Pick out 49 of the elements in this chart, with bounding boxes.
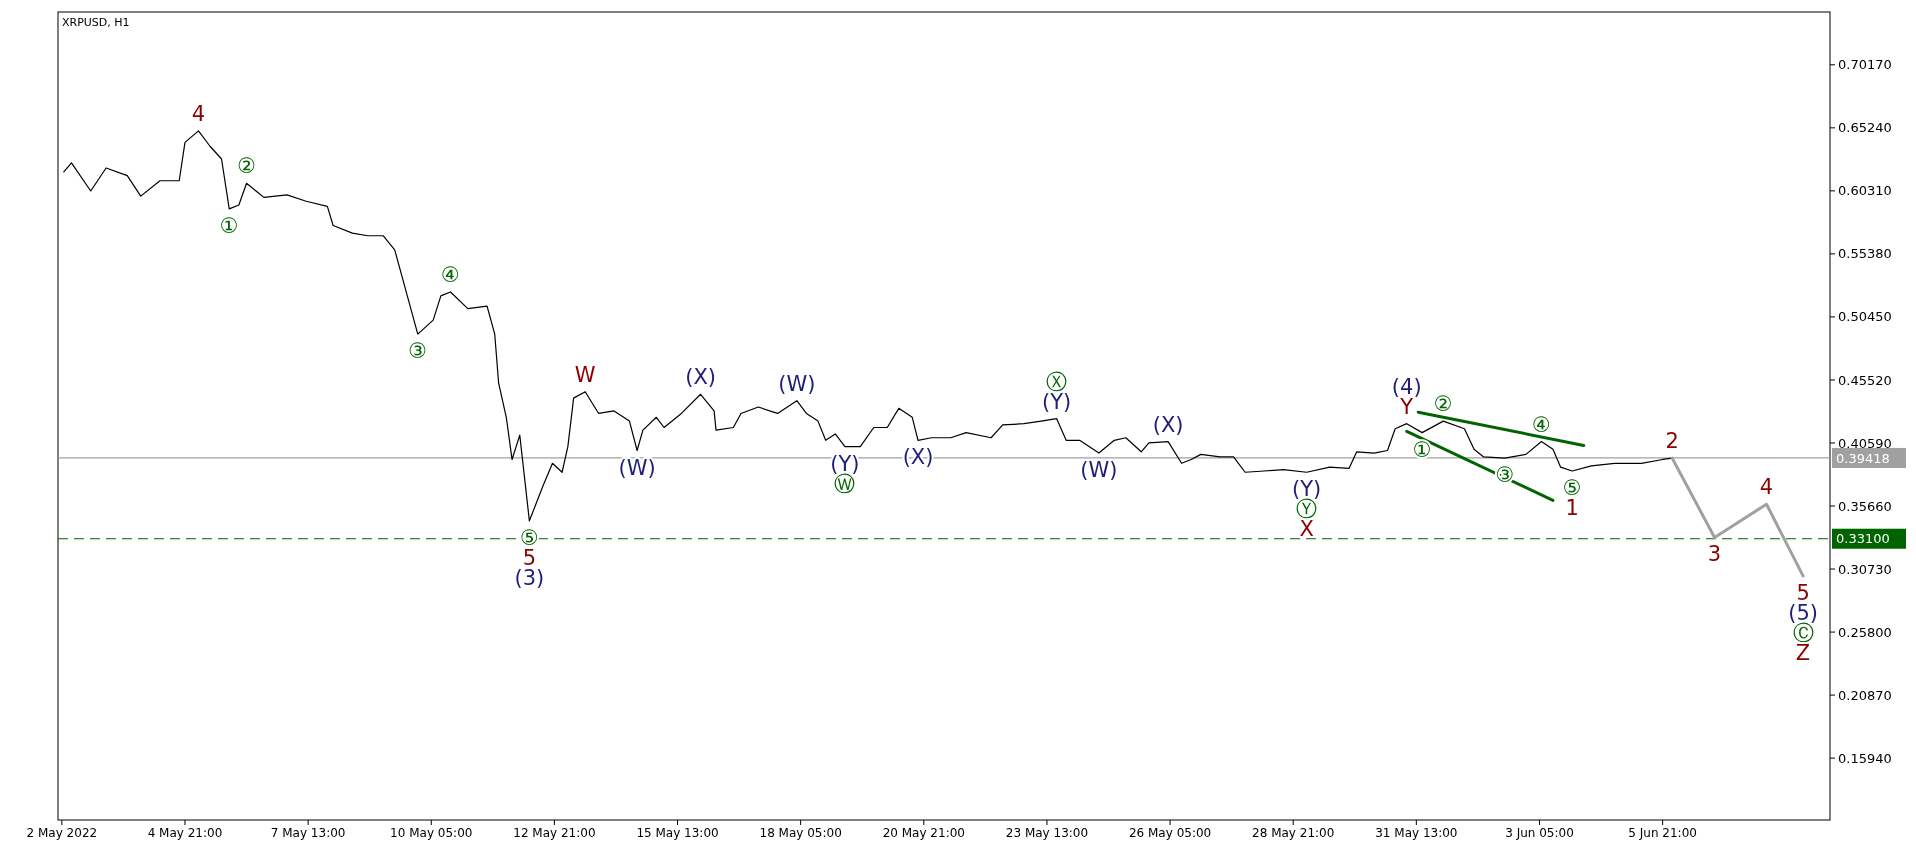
y-tick-label: 0.50450 (1838, 309, 1892, 325)
x-tick-label: 28 May 21:00 (1252, 826, 1335, 840)
y-tick-label: 0.30730 (1838, 561, 1892, 577)
annotation: ④ (441, 262, 460, 287)
annotation: 5 (1796, 580, 1810, 605)
x-tick-label: 5 Jun 21:00 (1628, 826, 1697, 840)
y-tick-label: 0.45520 (1838, 372, 1892, 388)
x-tick-label: 4 May 21:00 (147, 826, 223, 840)
x-tick-label: 3 Jun 05:00 (1505, 826, 1574, 840)
x-tick-label: 7 May 13:00 (270, 826, 346, 840)
y-tick-label: 0.70170 (1838, 57, 1892, 73)
y-tick-label: 0.60310 (1838, 183, 1892, 199)
x-tick-label: 31 May 13:00 (1375, 826, 1458, 840)
annotation: (W) (1080, 458, 1118, 483)
annotation: 4 (1759, 475, 1774, 500)
annotation: 3 (1707, 542, 1722, 567)
annotation: (W) (778, 371, 816, 396)
x-tick-label: 26 May 05:00 (1128, 826, 1212, 840)
annotation: ② (1433, 392, 1453, 417)
annotation: 2 (1665, 429, 1679, 454)
ref-line-label: 0.39418 (1836, 450, 1890, 466)
x-tick-label: 15 May 13:00 (636, 826, 719, 840)
ref-line-label: 0.33100 (1836, 531, 1890, 547)
y-tick-label: 0.35660 (1838, 498, 1892, 514)
y-tick-label: 0.40590 (1838, 435, 1892, 451)
x-tick-label: 23 May 13:00 (1005, 826, 1089, 840)
annotation: (X) (902, 445, 934, 470)
x-tick-label: 12 May 21:00 (513, 826, 596, 840)
annotation: ① (1412, 437, 1432, 462)
annotation: W (574, 362, 596, 387)
x-tick-label: 10 May 05:00 (390, 826, 473, 840)
x-tick-label: 20 May 21:00 (882, 826, 965, 840)
y-tick-label: 0.65240 (1838, 120, 1892, 136)
annotation: ③ (408, 339, 428, 364)
chart-title: XRPUSD, H1 (62, 16, 130, 29)
annotation: ② (237, 154, 256, 179)
y-tick-label: 0.20870 (1838, 687, 1892, 703)
annotation: 4 (191, 101, 206, 126)
x-tick-label: 2 May 2022 (26, 826, 98, 840)
annotation: (W) (618, 455, 656, 480)
y-tick-label: 0.25800 (1838, 624, 1892, 640)
annotation: (X) (1152, 412, 1184, 437)
x-tick-label: 18 May 05:00 (759, 826, 842, 840)
annotation: ④ (1531, 412, 1551, 437)
y-tick-label: 0.15940 (1838, 750, 1892, 766)
annotation: ① (219, 213, 239, 238)
annotation: Ⓧ (1046, 369, 1068, 394)
y-tick-label: 0.55380 (1838, 246, 1892, 262)
annotation: (X) (685, 365, 717, 390)
